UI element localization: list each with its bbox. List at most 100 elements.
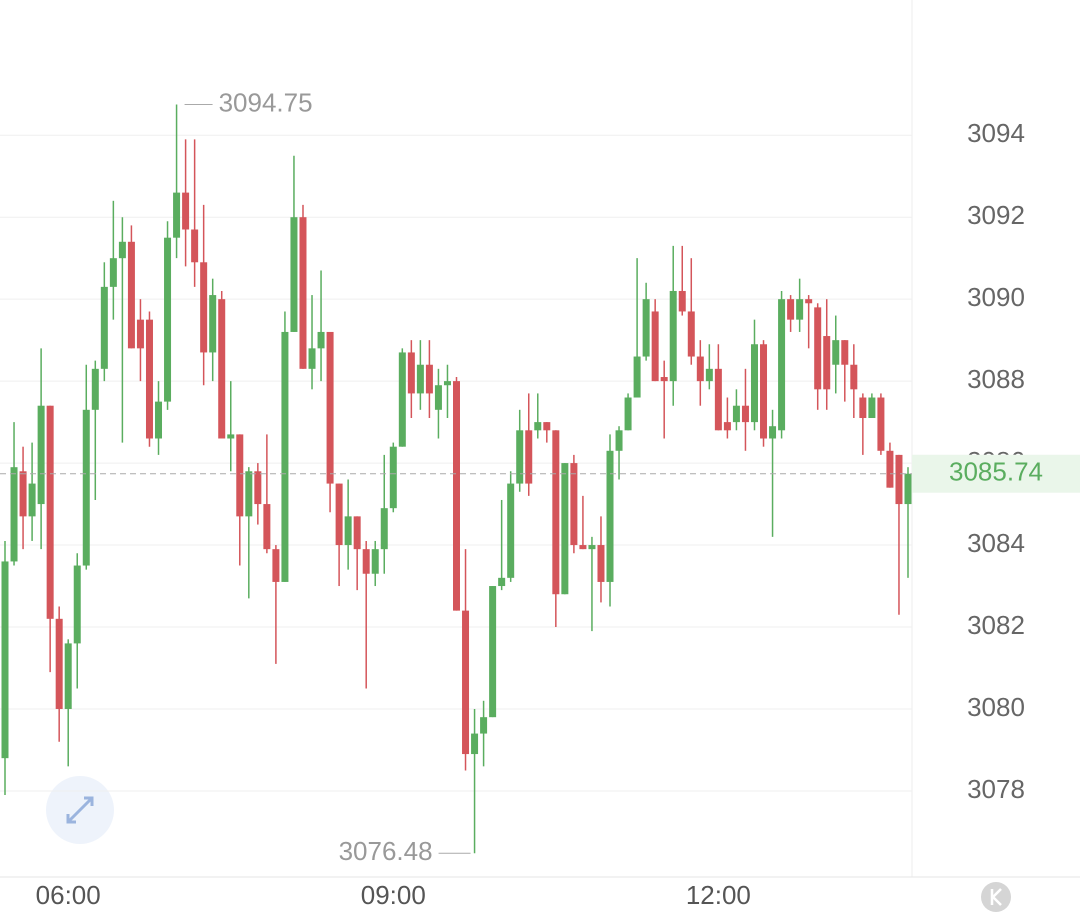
candle-body xyxy=(462,610,470,755)
candle-body xyxy=(118,241,126,259)
candle-body xyxy=(380,508,388,550)
candle-body xyxy=(308,348,316,369)
candle-body xyxy=(769,426,777,439)
y-tick-label: 3090 xyxy=(967,282,1025,312)
candle-body xyxy=(335,483,343,546)
candle-body xyxy=(705,368,713,382)
candle-body xyxy=(398,352,406,447)
candle-body xyxy=(434,385,442,410)
candle-body xyxy=(805,299,813,304)
candle-body xyxy=(696,356,704,382)
candle-body xyxy=(136,319,144,349)
y-tick-label: 3094 xyxy=(967,118,1025,148)
y-tick-label: 3084 xyxy=(967,528,1025,558)
candle-body xyxy=(624,397,632,431)
candle-body xyxy=(588,545,596,550)
candle-body xyxy=(263,504,271,550)
candle-body xyxy=(182,192,190,230)
candle-body xyxy=(787,299,795,320)
candle-body xyxy=(778,299,786,431)
candle-body xyxy=(732,405,740,423)
candle-body xyxy=(317,331,325,349)
candle-body xyxy=(859,397,867,419)
candle-body xyxy=(723,422,731,431)
candle-body xyxy=(615,430,623,451)
candle-body xyxy=(669,290,677,382)
candle-body xyxy=(127,241,135,349)
candle-body xyxy=(453,381,460,611)
candle-body xyxy=(525,430,533,484)
candle-body xyxy=(606,450,614,582)
candle-body xyxy=(678,290,686,312)
candle-body xyxy=(425,364,433,394)
y-tick-label: 3078 xyxy=(967,774,1025,804)
candle-body xyxy=(200,262,208,353)
candle-body xyxy=(750,344,758,423)
candle-body xyxy=(489,586,497,718)
candle-body xyxy=(46,405,54,619)
candle-body xyxy=(886,450,894,488)
candle-body xyxy=(344,516,352,546)
candle-body xyxy=(687,311,695,357)
candle-body xyxy=(561,463,569,595)
candle-body xyxy=(895,454,903,505)
x-tick-label: 09:00 xyxy=(361,880,426,910)
candle-body xyxy=(109,258,117,287)
candle-body xyxy=(516,430,524,484)
candle-body xyxy=(660,377,668,382)
candle-body xyxy=(299,217,307,369)
candle-body xyxy=(19,471,27,517)
candle-body xyxy=(507,483,515,578)
candle-body xyxy=(850,364,858,390)
candle-body xyxy=(443,381,451,386)
candle-body xyxy=(651,311,659,382)
x-tick-label: 06:00 xyxy=(36,880,101,910)
kline-circle xyxy=(981,882,1011,912)
expand-icon xyxy=(66,796,94,824)
candle-body xyxy=(597,545,605,582)
candle-body xyxy=(471,733,479,755)
candle-body xyxy=(353,516,361,550)
candle-body xyxy=(245,471,253,517)
candle-body xyxy=(73,565,81,644)
candle-body xyxy=(796,299,804,320)
candle-body xyxy=(832,340,840,365)
candle-body xyxy=(64,643,72,709)
candle-body xyxy=(389,446,397,509)
candle-body xyxy=(209,295,217,353)
candle-body xyxy=(28,483,36,517)
candle-body xyxy=(91,368,99,410)
candle-body xyxy=(82,409,90,566)
candle-body xyxy=(543,422,551,431)
candle-body xyxy=(642,299,650,357)
candle-body xyxy=(416,364,424,394)
candle-body xyxy=(552,430,560,595)
candle-body xyxy=(534,422,542,431)
kline-button[interactable] xyxy=(981,882,1011,912)
last-price-box xyxy=(912,454,1080,493)
candle-body xyxy=(480,717,488,734)
candle-body xyxy=(145,319,153,439)
candle-body xyxy=(633,356,641,398)
candle-body xyxy=(579,545,587,550)
candle-body xyxy=(55,618,63,709)
candle-body xyxy=(371,549,379,574)
x-tick-label: 12:00 xyxy=(686,880,751,910)
candle-body xyxy=(741,405,749,423)
candle-body xyxy=(904,473,912,505)
candle-body xyxy=(100,286,108,369)
candle-body xyxy=(290,217,298,332)
max-label: 3094.75 xyxy=(219,87,313,117)
expand-button[interactable] xyxy=(46,776,114,844)
candle-body xyxy=(814,307,822,390)
kline-icon xyxy=(990,888,1002,906)
candle-body xyxy=(272,549,280,582)
candle-body xyxy=(714,368,722,431)
last-price-label: 3085.74 xyxy=(949,457,1043,487)
candle-body xyxy=(326,331,334,484)
candle-body xyxy=(10,467,18,562)
candle-body xyxy=(164,237,172,402)
y-tick-label: 3080 xyxy=(967,692,1025,722)
candle-body xyxy=(760,344,768,439)
